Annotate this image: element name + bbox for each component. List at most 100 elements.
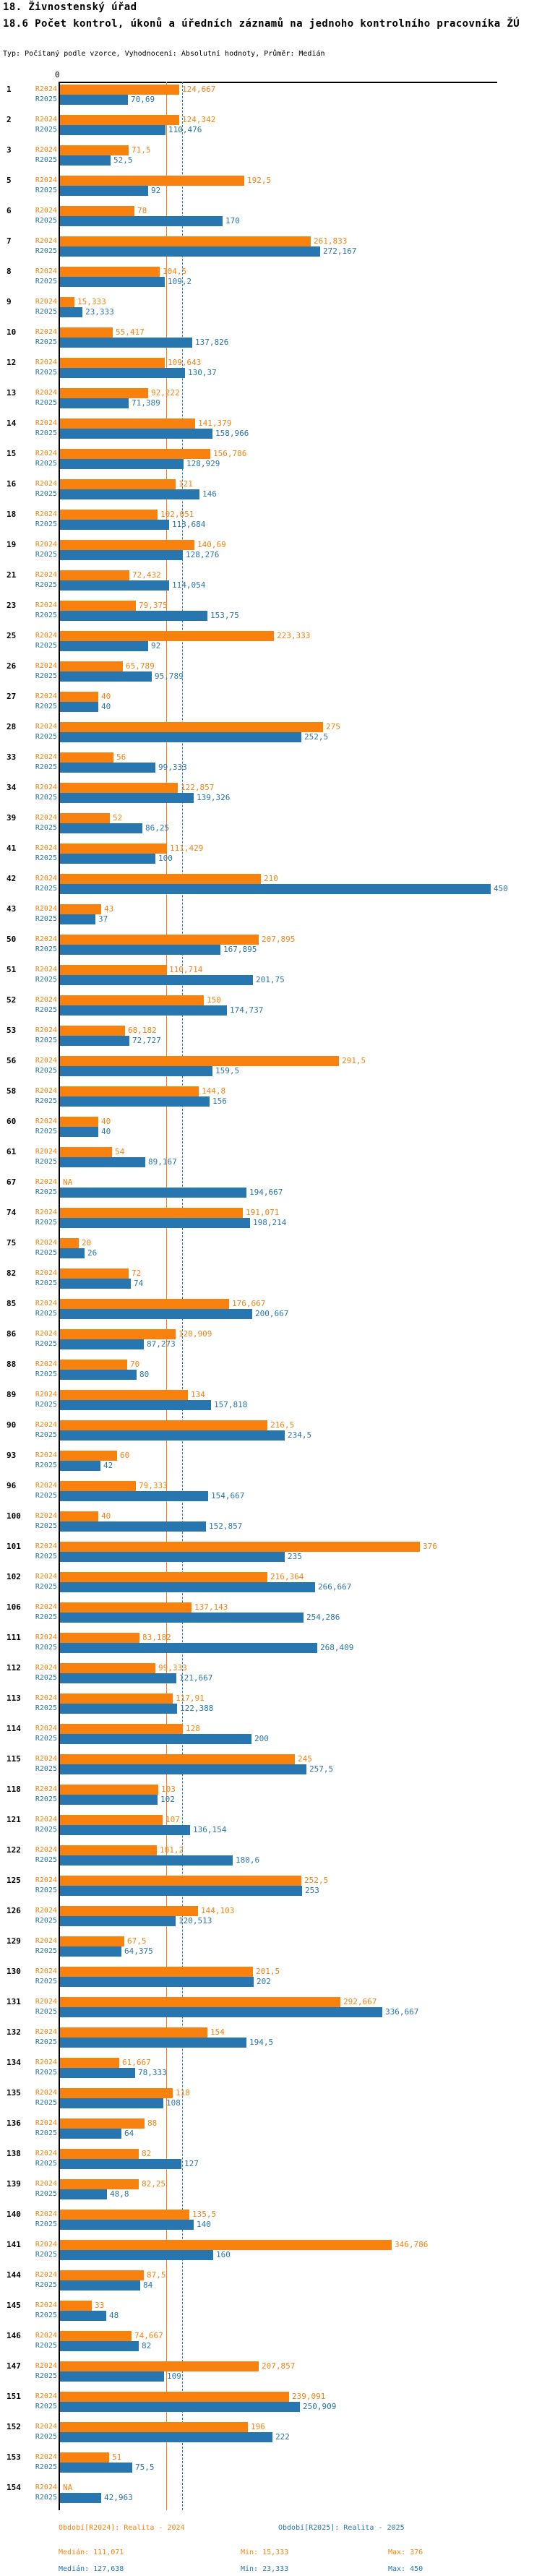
series-row-r2024: R2024 67,5 [0,1936,542,1946]
bar-value-r2025: 180,6 [236,1855,260,1865]
bar-r2025 [60,1643,317,1653]
bar-r2025 [60,1096,210,1107]
series-label-r2024: R2024 [35,814,57,822]
chart-row: 144 R2024 87,5 R2025 84 [0,2269,542,2299]
bar-value-r2025: 92 [151,641,161,651]
bar-r2024 [60,2301,92,2311]
series-label-r2024: R2024 [35,298,57,306]
bar-r2025 [60,1704,177,1714]
chart-row: 9 R2024 15,333 R2025 23,333 [0,296,542,326]
series-label-r2025: R2025 [35,1006,57,1014]
chart-row: 125 R2024 252,5 R2025 253 [0,1874,542,1905]
series-label-r2024: R2024 [35,632,57,640]
series-row-r2024: R2024 210 [0,874,542,884]
bar-value-r2025: 95,789 [155,671,184,681]
bar-r2024 [60,661,123,671]
series-label-r2024: R2024 [35,1148,57,1156]
chart-row: 100 R2024 40 R2025 152,857 [0,1510,542,1540]
chart-row: 86 R2024 120,909 R2025 87,273 [0,1328,542,1358]
chart-row: 13 R2024 92,222 R2025 71,389 [0,387,542,417]
series-row-r2025: R2025 136,154 [0,1825,542,1835]
bar-r2025 [60,2098,163,2108]
x-axis-line [59,82,497,83]
series-row-r2025: R2025 128,929 [0,459,542,469]
series-row-r2024: R2024 275 [0,722,542,732]
series-row-r2024: R2024 117,91 [0,1693,542,1704]
series-row-r2025: R2025 201,75 [0,975,542,985]
series-row-r2025: R2025 137,826 [0,338,542,348]
series-row-r2025: R2025 180,6 [0,1855,542,1866]
series-label-r2025: R2025 [35,2038,57,2046]
bar-r2025 [60,338,192,348]
series-label-r2025: R2025 [35,1492,57,1500]
bar-value-r2024: 82 [142,2149,152,2158]
bar-r2024 [60,1693,173,1704]
bar-r2024 [60,449,210,459]
series-label-r2025: R2025 [35,642,57,650]
bar-value-r2025: 235 [288,1552,302,1561]
bar-r2025 [60,1977,254,1987]
series-label-r2025: R2025 [35,1674,57,1682]
series-label-r2024: R2024 [35,267,57,275]
bar-r2024 [60,1906,198,1916]
series-row-r2025: R2025 75,5 [0,2463,542,2473]
bar-r2025 [60,671,152,682]
bar-r2025 [60,1795,158,1805]
series-row-r2025: R2025 139,326 [0,793,542,803]
series-row-r2024: R2024 43 [0,904,542,914]
series-row-r2024: R2024 376 [0,1542,542,1552]
bar-value-r2024: 102,051 [160,510,194,519]
series-label-r2025: R2025 [35,2160,57,2168]
bar-value-r2024: 192,5 [247,176,272,185]
bar-value-r2025: 198,214 [253,1218,287,1227]
chart-row: 33 R2024 56 R2025 99,333 [0,751,542,781]
series-label-r2025: R2025 [35,1219,57,1227]
bar-r2024 [60,85,179,95]
row-id-label: 43 [7,904,17,914]
series-row-r2025: R2025 167,895 [0,945,542,955]
chart-row: 121 R2024 107 R2025 136,154 [0,1813,542,1844]
bar-value-r2025: 158,966 [215,429,249,438]
series-label-r2024: R2024 [35,2028,57,2036]
series-label-r2025: R2025 [35,551,57,559]
series-label-r2025: R2025 [35,2342,57,2350]
series-row-r2024: R2024 156,786 [0,449,542,459]
series-row-r2024: R2024 74,667 [0,2331,542,2341]
bar-r2024 [60,297,74,307]
series-row-r2024: R2024 103 [0,1785,542,1795]
bar-r2024 [60,752,113,763]
row-id-label: 10 [7,327,17,337]
chart-row: 96 R2024 79,333 R2025 154,667 [0,1480,542,1510]
row-id-label: 18 [7,510,17,519]
bar-value-r2025: 252,5 [304,732,329,742]
chart-row: 130 R2024 201,5 R2025 202 [0,1965,542,1996]
bar-value-r2024: 55,417 [116,327,145,337]
series-row-r2025: R2025 122,388 [0,1704,542,1714]
series-label-r2025: R2025 [35,1917,57,1925]
series-row-r2024: R2024 60 [0,1451,542,1461]
bar-r2025 [60,1673,176,1683]
series-label-r2024: R2024 [35,2089,57,2097]
row-id-label: 154 [7,2483,21,2492]
series-label-r2025: R2025 [35,2403,57,2410]
bar-r2025 [60,1370,137,1380]
bar-r2024 [60,631,274,641]
bar-value-r2024: 122,857 [181,783,215,792]
chart-row: 75 R2024 20 R2025 26 [0,1237,542,1267]
bar-value-r2024: 33 [95,2301,105,2310]
series-label-r2024: R2024 [35,389,57,397]
series-row-r2024: R2024 99,333 [0,1663,542,1673]
bar-r2024 [60,2422,248,2432]
series-label-r2024: R2024 [35,450,57,458]
bar-r2025 [60,246,320,257]
series-label-r2024: R2024 [35,2271,57,2279]
bar-r2025 [60,732,301,742]
row-id-label: 2 [7,115,12,124]
series-label-r2024: R2024 [35,1239,57,1247]
chart-row: 131 R2024 292,667 R2025 336,667 [0,1996,542,2026]
bar-value-r2024: 275 [326,722,340,731]
bar-r2025 [60,884,491,894]
bar-value-r2025: 109 [167,2371,181,2381]
chart-row: 26 R2024 65,789 R2025 95,789 [0,660,542,690]
series-label-r2024: R2024 [35,571,57,579]
